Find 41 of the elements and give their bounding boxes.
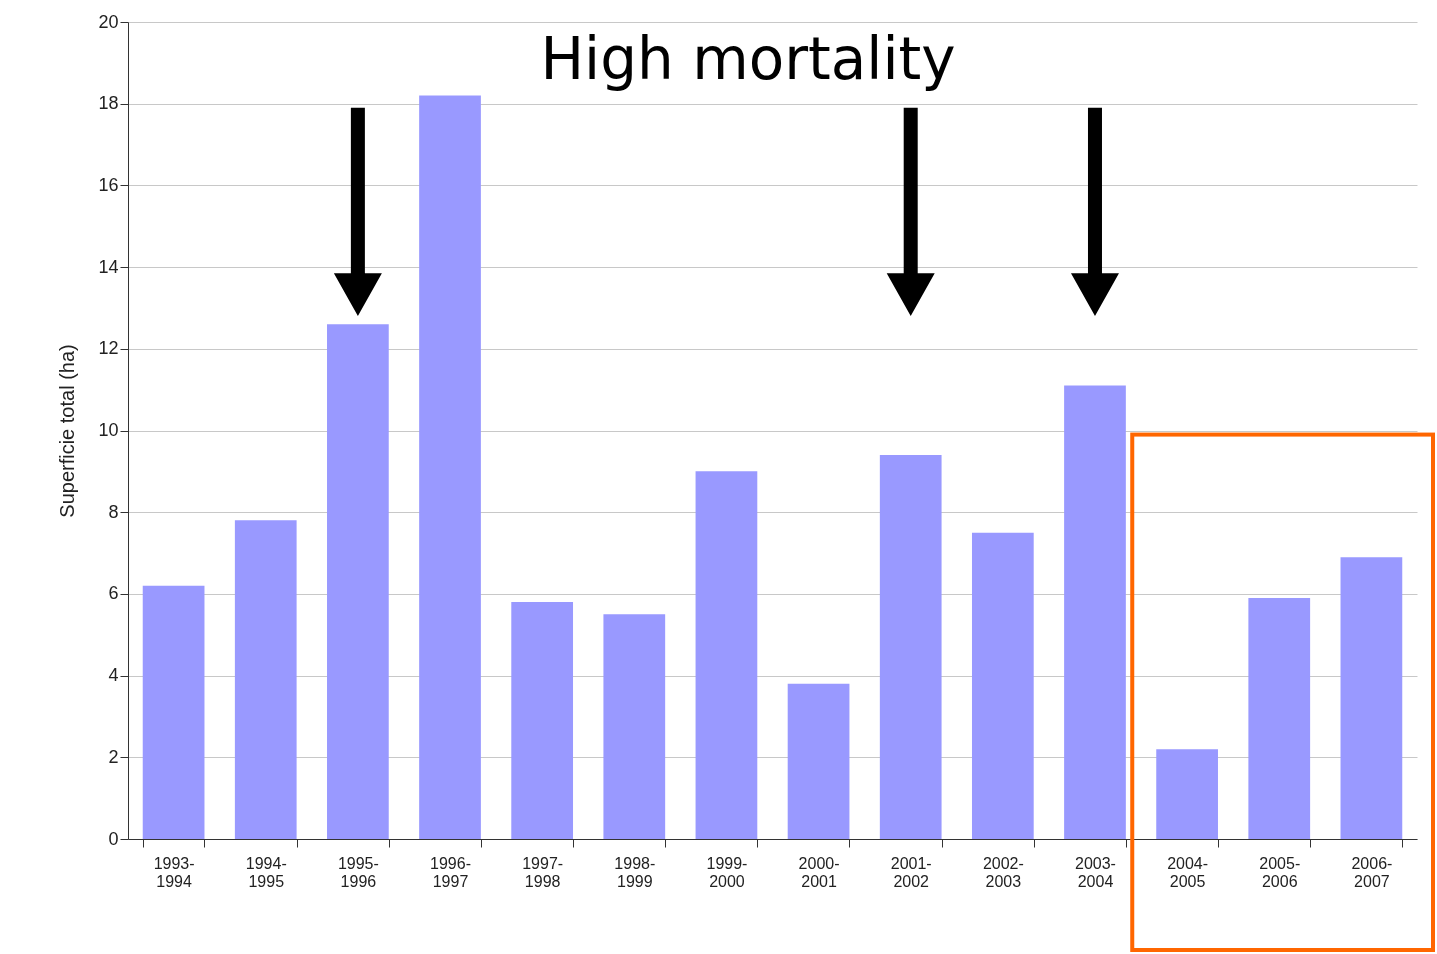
bar (234, 520, 297, 839)
bar (419, 95, 481, 839)
y-tick-label: 10 (98, 420, 119, 440)
x-tick-label: 2002-2003 (982, 854, 1024, 890)
bar (603, 614, 666, 839)
x-tick-label: 2004-2005 (1167, 854, 1209, 890)
bar (787, 683, 850, 839)
x-tick-label: 1995-1996 (337, 854, 379, 890)
y-tick-label: 12 (98, 338, 119, 359)
bar (327, 324, 389, 839)
y-axis-title: Superficie total (ha) (56, 344, 79, 518)
x-tick-label: 2003-2004 (1075, 854, 1116, 890)
x-tick-label: 1993-1994 (153, 854, 195, 890)
y-tick-label: 20 (98, 11, 119, 32)
bar (511, 602, 574, 839)
y-tick-label: 8 (108, 501, 119, 522)
bar (1156, 749, 1218, 839)
bar (695, 471, 758, 839)
x-tick-label: 1996-1997 (430, 854, 471, 890)
y-tick-label: 16 (98, 174, 119, 195)
annotation: High mortality (540, 25, 956, 93)
y-tick-label: 4 (108, 665, 119, 686)
bar (1340, 557, 1403, 839)
x-tick-label: 1997-1998 (522, 854, 564, 890)
bar (142, 585, 205, 839)
y-tick-label: 18 (98, 93, 119, 114)
bar (879, 455, 942, 839)
bar (1248, 597, 1311, 839)
x-tick-label: 1994-1995 (245, 854, 287, 890)
x-tick-label: 2006-2007 (1351, 854, 1393, 890)
y-tick-label: 0 (108, 828, 119, 849)
x-tick-label: 2001-2002 (890, 854, 932, 890)
y-tick-label: 2 (108, 746, 119, 767)
y-tick-label: 6 (108, 583, 119, 604)
x-tick-label: 2005-2006 (1259, 854, 1301, 890)
bar (971, 532, 1034, 839)
bar (1064, 385, 1126, 839)
y-tick-label: 14 (98, 256, 119, 277)
x-tick-label: 1999-2000 (706, 854, 748, 890)
x-tick-label: 1998-1999 (614, 854, 656, 890)
x-tick-label: 2000-2001 (798, 854, 840, 890)
